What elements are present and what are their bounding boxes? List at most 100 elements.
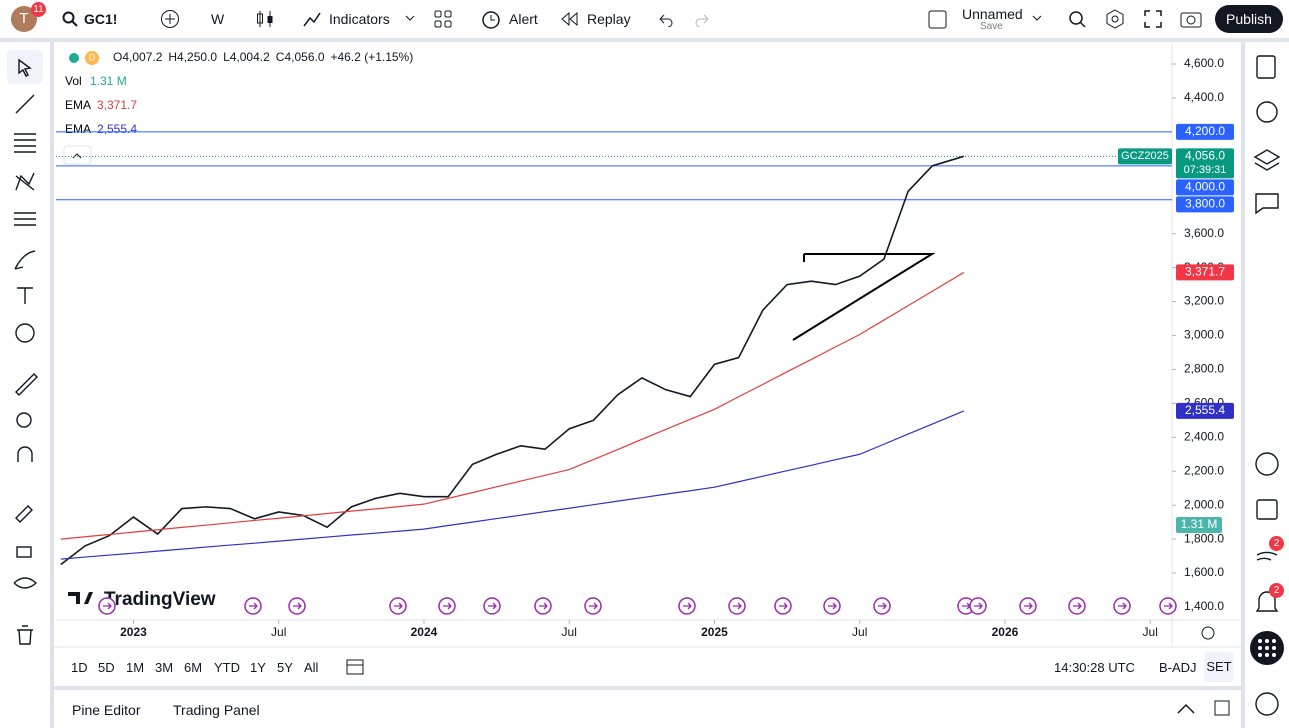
delete-tool[interactable]	[17, 625, 33, 645]
x-tick-label: Jul	[1143, 625, 1158, 639]
event-arrow	[683, 602, 692, 610]
range-bar: 14:30:28 UTC B-ADJ SET 1D 5D 1M 3M 6M YTD 1Y 5Y…	[54, 650, 1241, 686]
alert-icon[interactable]	[480, 8, 502, 30]
fullscreen[interactable]	[1143, 9, 1163, 29]
zoom-tool[interactable]	[16, 412, 32, 428]
b-adj[interactable]: B-ADJ	[1159, 660, 1197, 675]
screener[interactable]	[1255, 452, 1279, 476]
clock: 14:30:28 UTC	[1054, 660, 1135, 675]
news[interactable]	[1256, 551, 1278, 561]
alert[interactable]: Alert	[509, 11, 538, 27]
event-arrow	[249, 602, 258, 610]
keep-drawing[interactable]	[15, 505, 33, 523]
replay[interactable]: Replay	[587, 11, 631, 27]
event-arrow	[1024, 602, 1033, 610]
range-button[interactable]: 1D	[71, 660, 88, 675]
range-button[interactable]: 1Y	[250, 660, 266, 675]
indicators[interactable]: Indicators	[329, 11, 390, 27]
y-tick-label: 1,400.0	[1184, 599, 1224, 613]
pattern-tool[interactable]	[15, 172, 35, 191]
triangle-drawing	[792, 253, 936, 341]
x-tick-label: 2024	[411, 625, 438, 639]
event-arrow	[1073, 602, 1082, 610]
emoji-tool[interactable]	[15, 323, 35, 343]
y-tick-label: 2,200.0	[1184, 463, 1224, 477]
ohlc-value: L4,004.2	[223, 50, 270, 64]
layouts-icon[interactable]	[434, 10, 452, 28]
trend-line-tool[interactable]	[15, 94, 35, 114]
ohlc-value: C4,056.0	[276, 50, 325, 64]
projection-tool[interactable]	[14, 212, 36, 226]
range-button[interactable]: YTD	[214, 660, 240, 675]
grid-dot	[1272, 646, 1276, 650]
quick-search[interactable]	[1067, 9, 1087, 29]
chevron[interactable]	[1032, 14, 1042, 22]
price-tag-label: 4,056.0	[1185, 148, 1225, 162]
x-tick-label: 2023	[120, 625, 147, 639]
x-tick-label: Jul	[562, 625, 577, 639]
tab[interactable]: Trading Panel	[173, 702, 260, 718]
date-range-icon[interactable]	[345, 657, 367, 677]
ruler-tool[interactable]	[15, 373, 38, 396]
watchlist[interactable]	[1256, 55, 1276, 79]
text-tool[interactable]	[17, 287, 33, 304]
replay-icon[interactable]	[560, 11, 578, 27]
range-button[interactable]: 6M	[184, 660, 203, 675]
indicators-icon[interactable]	[302, 9, 322, 29]
event-arrow	[878, 602, 887, 610]
price-tag-label: 4,200.0	[1185, 124, 1225, 138]
tab[interactable]: Pine Editor	[72, 702, 141, 718]
expand[interactable]	[1176, 702, 1196, 716]
search-icon[interactable]	[62, 11, 78, 27]
chart: D Vol 1.31 M EMA 3,371.7 EMA 2,555.4 Tra…	[54, 44, 1241, 648]
y-tick-label: 4,400.0	[1184, 90, 1224, 104]
data-window[interactable]	[1253, 149, 1281, 171]
badge: 2	[1269, 536, 1284, 551]
ema-value: 3,371.7	[97, 98, 137, 112]
brush-tool[interactable]	[14, 250, 36, 270]
top-toolbar: T 11 GC1! W Indicators Alert Replay Unna…	[0, 0, 1289, 39]
lock-tool[interactable]	[16, 546, 32, 558]
publish-button[interactable]: Publish	[1215, 5, 1283, 33]
grid-dot	[1265, 646, 1269, 650]
grid-dot	[1265, 639, 1269, 643]
add-symbol[interactable]	[160, 9, 180, 29]
ema-line	[60, 410, 965, 560]
symbol[interactable]: GC1!	[84, 11, 118, 27]
range-button[interactable]: 5D	[98, 660, 115, 675]
fib-tool[interactable]	[14, 133, 36, 153]
cursor-tool[interactable]	[18, 58, 32, 77]
chat[interactable]	[1255, 193, 1279, 215]
calendar[interactable]	[1256, 499, 1278, 520]
range-button[interactable]: 1M	[126, 660, 145, 675]
x-tick-label: 2025	[701, 625, 728, 639]
chevron[interactable]	[405, 14, 415, 22]
chart-type[interactable]	[255, 9, 275, 29]
ema-line	[60, 271, 965, 540]
interval[interactable]: W	[211, 11, 225, 27]
layout-name[interactable]: Unnamed	[962, 6, 1023, 22]
ohlc-legend: O4,007.2 H4,250.0 L4,004.2 C4,056.0 +46.2 (+…	[113, 50, 413, 64]
session[interactable]: SET	[1204, 652, 1234, 682]
redo[interactable]	[694, 11, 712, 27]
ema-label: EMA	[65, 98, 91, 112]
grid-dot	[1272, 653, 1276, 657]
help[interactable]	[1255, 692, 1279, 716]
layout-square[interactable]	[928, 10, 947, 29]
event-arrow	[828, 602, 837, 610]
undo[interactable]	[656, 11, 674, 27]
hide-tool[interactable]	[13, 577, 38, 589]
maximize[interactable]	[1214, 700, 1230, 716]
y-tick-label: 1,600.0	[1184, 565, 1224, 579]
event-arrow	[974, 602, 983, 610]
range-button[interactable]: 5Y	[277, 660, 293, 675]
range-button[interactable]: 3M	[155, 660, 174, 675]
notification-badge: 11	[31, 2, 46, 17]
magnet-tool[interactable]	[17, 446, 33, 462]
settings[interactable]	[1105, 9, 1125, 29]
alerts[interactable]	[1256, 101, 1278, 123]
price-tag	[1176, 123, 1234, 140]
snapshot[interactable]	[1180, 9, 1202, 29]
range-button[interactable]: All	[304, 660, 319, 675]
ohlc-value: H4,250.0	[168, 50, 217, 64]
